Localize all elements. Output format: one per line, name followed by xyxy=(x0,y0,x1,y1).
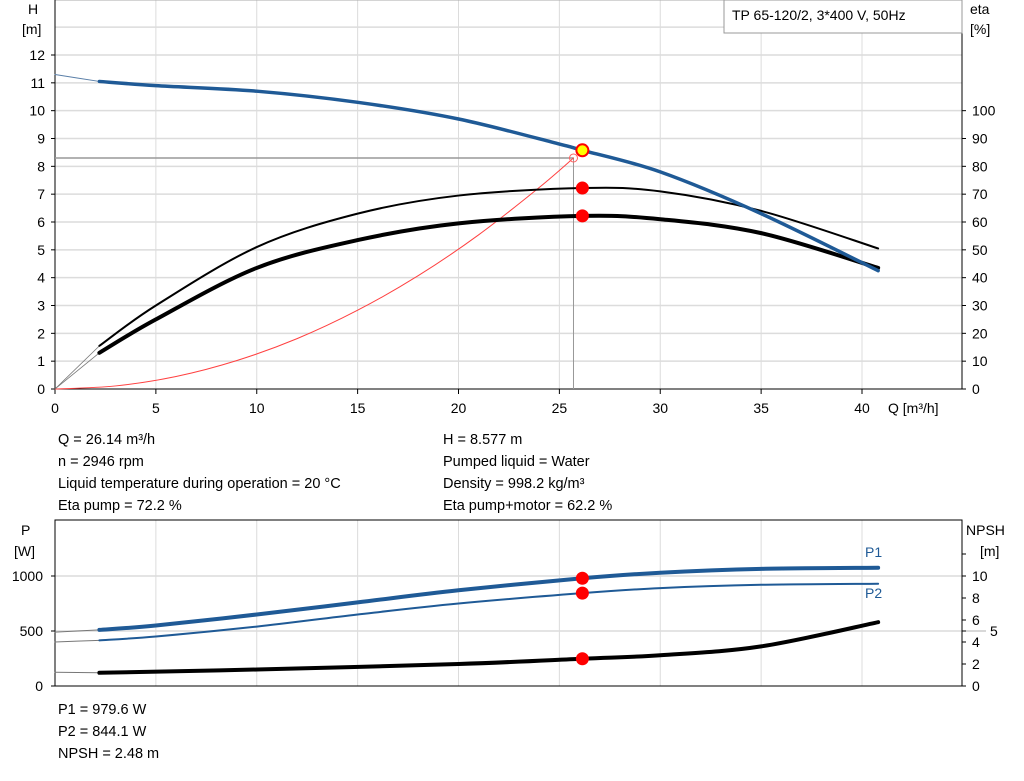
q-axis-label: Q [m³/h] xyxy=(888,400,939,416)
power-npsh-plot: 0 500 1000 0 2 456 8 10 xyxy=(12,519,998,694)
h-tick-label: 8 xyxy=(37,158,45,174)
npsh-axis-label: NPSH xyxy=(966,522,1005,538)
npsh-tick-label: 5 xyxy=(990,623,998,639)
info-density: Density = 998.2 kg/m³ xyxy=(443,476,585,492)
h-curve-extension xyxy=(54,73,100,82)
eta-tick-label: 40 xyxy=(972,270,988,286)
eta-tick-label: 80 xyxy=(972,158,988,174)
p2-curve xyxy=(98,582,880,642)
info-q: Q = 26.14 m³/h xyxy=(58,432,156,448)
eta-tick-label: 0 xyxy=(972,381,980,397)
info-liquid-temp: Liquid temperature during operation = 20… xyxy=(58,476,341,492)
eta-axis-unit: [%] xyxy=(970,21,990,37)
p-tick-label: 500 xyxy=(20,623,44,639)
plot-frame xyxy=(54,519,963,687)
eta-tick-label: 10 xyxy=(972,353,988,369)
info-npsh: NPSH = 2.48 m xyxy=(58,746,160,762)
info-eta-pump-motor: Eta pump+motor = 62.2 % xyxy=(443,498,613,514)
q-tick-label: 30 xyxy=(652,400,668,416)
npsh-curve xyxy=(97,620,881,675)
npsh-tick-label: 10 xyxy=(972,568,988,584)
info-liquid: Pumped liquid = Water xyxy=(443,454,590,470)
q-tick-label: 25 xyxy=(552,400,568,416)
h-curve xyxy=(97,79,880,273)
h-tick-label: 10 xyxy=(29,103,45,119)
h-tick-label: 0 xyxy=(37,381,45,397)
eta-tick-label: 100 xyxy=(972,103,996,119)
p2-curve-extension xyxy=(54,639,100,643)
npsh-tick-label: 6 xyxy=(972,612,980,628)
h-axis-label: H xyxy=(28,1,38,17)
npsh-tick-label: 8 xyxy=(972,590,980,606)
eta-pump-motor-extension xyxy=(54,352,100,390)
eta-pump-marker xyxy=(575,181,589,195)
info-col-2: H = 8.577 m Pumped liquid = Water Densit… xyxy=(443,429,612,517)
eta-tick-label: 30 xyxy=(972,298,988,314)
eta-tick-label: 90 xyxy=(972,131,988,147)
chart-title: TP 65-120/2, 3*400 V, 50Hz xyxy=(732,7,906,23)
q-tick-label: 15 xyxy=(350,400,366,416)
h-tick-label: 6 xyxy=(37,214,45,230)
h-tick-label: 5 xyxy=(37,242,45,258)
h-tick-label: 9 xyxy=(37,131,45,147)
q-tick-label: 5 xyxy=(152,400,160,416)
info-p2: P2 = 844.1 W xyxy=(58,724,147,740)
npsh-marker xyxy=(575,652,589,666)
h-tick-label: 7 xyxy=(37,186,45,202)
eta-tick-label: 50 xyxy=(972,242,988,258)
eta-axis-label: eta xyxy=(970,1,990,17)
eta-tick-label: 60 xyxy=(972,214,988,230)
legend-box xyxy=(723,0,963,34)
info-h: H = 8.577 m xyxy=(443,432,523,448)
eta-pump-motor-marker xyxy=(575,209,589,223)
p1-curve xyxy=(97,565,881,632)
p-tick-label: 0 xyxy=(35,678,43,694)
p1-curve-extension xyxy=(54,629,100,633)
eta-pump-motor-curve xyxy=(97,213,881,355)
p-axis-unit: [W] xyxy=(14,543,35,559)
info-bottom: P1 = 979.6 W P2 = 844.1 W NPSH = 2.48 m xyxy=(58,699,159,765)
q-tick-label: 20 xyxy=(451,400,467,416)
h-tick-label: 1 xyxy=(37,353,45,369)
p2-marker xyxy=(575,586,589,600)
npsh-curve-extension xyxy=(54,671,100,674)
h-axis-unit: [m] xyxy=(22,21,41,37)
duty-point-marker xyxy=(575,143,590,158)
npsh-tick-label: 0 xyxy=(972,678,980,694)
requested-point-marker xyxy=(568,153,578,163)
p1-series-label: P1 xyxy=(865,544,882,560)
h-tick-label: 11 xyxy=(30,75,45,91)
eta-tick-label: 20 xyxy=(972,325,988,341)
info-p1: P1 = 979.6 W xyxy=(58,702,147,718)
h-tick-label: 4 xyxy=(37,270,45,286)
npsh-axis-unit: [m] xyxy=(980,543,999,559)
info-eta-pump: Eta pump = 72.2 % xyxy=(58,498,182,514)
h-tick-label: 12 xyxy=(29,47,45,63)
p2-series-label: P2 xyxy=(865,585,882,601)
q-tick-label: 10 xyxy=(249,400,265,416)
q-tick-label: 35 xyxy=(753,400,769,416)
h-tick-label: 2 xyxy=(37,325,45,341)
performance-plot: 0 5 10 15 20 25 30 35 40012345678910111201020304… xyxy=(29,0,996,416)
npsh-tick-label: 4 xyxy=(972,634,980,650)
eta-tick-label: 70 xyxy=(972,186,988,202)
system-curve xyxy=(54,157,574,390)
p-axis-label: P xyxy=(21,522,30,538)
eta-pump-extension xyxy=(54,345,100,390)
npsh-tick-label: 2 xyxy=(972,656,980,672)
p-tick-label: 1000 xyxy=(12,568,43,584)
h-tick-label: 3 xyxy=(37,298,45,314)
p1-marker xyxy=(575,571,589,585)
q-tick-label: 0 xyxy=(51,400,59,416)
info-col-1: Q = 26.14 m³/h n = 2946 rpm Liquid tempe… xyxy=(58,429,341,517)
info-speed: n = 2946 rpm xyxy=(58,454,144,470)
q-tick-label: 40 xyxy=(854,400,870,416)
